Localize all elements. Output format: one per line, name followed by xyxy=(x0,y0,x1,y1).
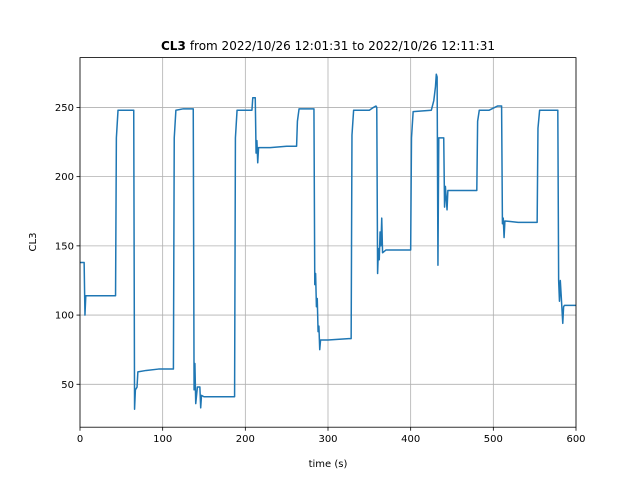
y-tick-label: 50 xyxy=(61,380,74,391)
y-tick-label: 100 xyxy=(55,311,74,322)
line-series xyxy=(80,73,576,410)
title-bold: CL3 xyxy=(161,39,186,53)
x-tick-label: 0 xyxy=(77,434,83,445)
x-tick-label: 300 xyxy=(318,434,337,445)
x-axis-label: time (s) xyxy=(309,459,348,470)
plot-frame xyxy=(79,57,577,428)
y-axis-label: CL3 xyxy=(28,233,39,252)
y-tick-label: 250 xyxy=(55,103,74,114)
x-tick-label: 600 xyxy=(566,434,585,445)
y-tick-label: 150 xyxy=(55,241,74,252)
x-tick-label: 500 xyxy=(484,434,503,445)
y-tick-label: 200 xyxy=(55,172,74,183)
x-tick-label: 100 xyxy=(153,434,172,445)
title-rest: from 2022/10/26 12:01:31 to 2022/10/26 1… xyxy=(190,39,495,53)
x-tick-label: 200 xyxy=(236,434,255,445)
x-tick-label: 400 xyxy=(401,434,420,445)
chart-title: CL3 from 2022/10/26 12:01:31 to 2022/10/2… xyxy=(161,39,495,53)
